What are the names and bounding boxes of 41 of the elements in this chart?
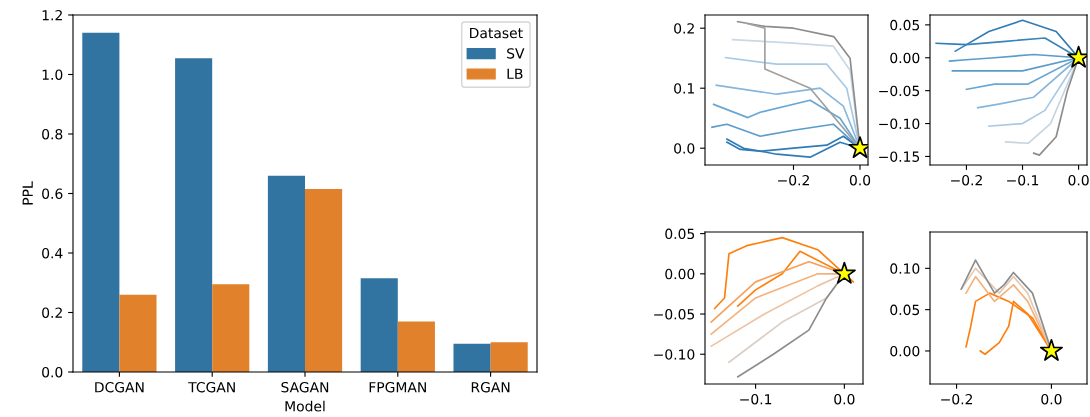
y-tick-label: 0.0 bbox=[674, 143, 695, 154]
y-tick-label: 0.10 bbox=[890, 263, 920, 274]
y-tick-label: 0.00 bbox=[890, 52, 920, 64]
y-tick-label: 0.1 bbox=[674, 83, 694, 94]
legend-title: Dataset bbox=[470, 27, 523, 39]
y-tick-label: −0.10 bbox=[654, 349, 695, 360]
x-tick-label: DCGAN bbox=[95, 381, 144, 393]
y-tick-label: 0.00 bbox=[890, 345, 920, 357]
x-tick-label: −0.2 bbox=[778, 174, 809, 186]
y-tick-label: 0.2 bbox=[42, 307, 62, 318]
x-tick-label: 0.0 bbox=[834, 393, 855, 405]
x-tick-label: 0.0 bbox=[1041, 393, 1062, 405]
x-tick-label: −0.2 bbox=[941, 393, 973, 405]
x-tick-label: 0.0 bbox=[1068, 174, 1089, 186]
y-tick-label: −0.15 bbox=[879, 151, 920, 162]
y-tick-label: 0.6 bbox=[42, 188, 63, 199]
x-tick-label: FPGMAN bbox=[369, 381, 426, 393]
y-tick-label: −0.05 bbox=[879, 85, 920, 97]
y-axis-title: PPL bbox=[22, 181, 33, 205]
y-tick-label: 0.0 bbox=[42, 366, 63, 378]
y-tick-label: −0.10 bbox=[879, 118, 920, 130]
y-tick-label: 0.05 bbox=[890, 304, 920, 316]
y-tick-label: 0.00 bbox=[665, 268, 695, 280]
x-tick-label: RGAN bbox=[471, 381, 510, 393]
x-axis-title: Model bbox=[285, 400, 325, 412]
x-tick-label: 0.0 bbox=[849, 174, 871, 186]
x-tick-label: SAGAN bbox=[281, 381, 329, 393]
y-tick-label: 0.05 bbox=[665, 228, 695, 240]
y-tick-label: 0.4 bbox=[42, 247, 63, 259]
x-tick-label: −0.2 bbox=[951, 174, 982, 186]
x-tick-label: −0.1 bbox=[1007, 174, 1039, 186]
y-tick-label: 1.0 bbox=[42, 69, 63, 80]
x-tick-label: TCGAN bbox=[188, 381, 235, 393]
legend-label: LB bbox=[507, 68, 523, 79]
x-tick-label: −0.1 bbox=[740, 393, 772, 405]
y-tick-label: 0.2 bbox=[674, 23, 694, 34]
y-tick-label: 0.05 bbox=[890, 19, 920, 31]
legend-label: SV bbox=[507, 48, 525, 59]
y-tick-label: −0.05 bbox=[654, 309, 695, 320]
y-tick-label: 0.8 bbox=[42, 128, 63, 140]
y-tick-label: 1.2 bbox=[42, 9, 62, 21]
